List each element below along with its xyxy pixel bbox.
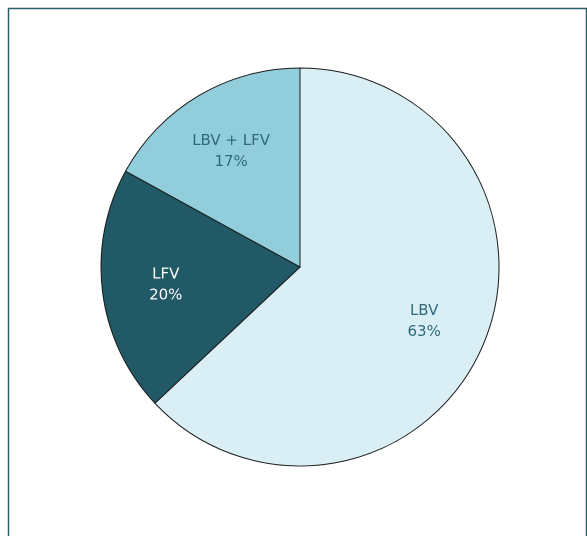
pie-slice [100, 170, 301, 404]
slice-label: LBV [410, 301, 439, 319]
slice-label: LBV + LFV [192, 131, 271, 149]
pie-slice [154, 67, 500, 467]
slice-label: LFV [152, 264, 180, 282]
slice-value-label: 17% [214, 152, 247, 170]
pie-slice [124, 67, 301, 268]
slice-value-label: 63% [408, 322, 441, 340]
slice-value-label: 20% [149, 285, 182, 303]
